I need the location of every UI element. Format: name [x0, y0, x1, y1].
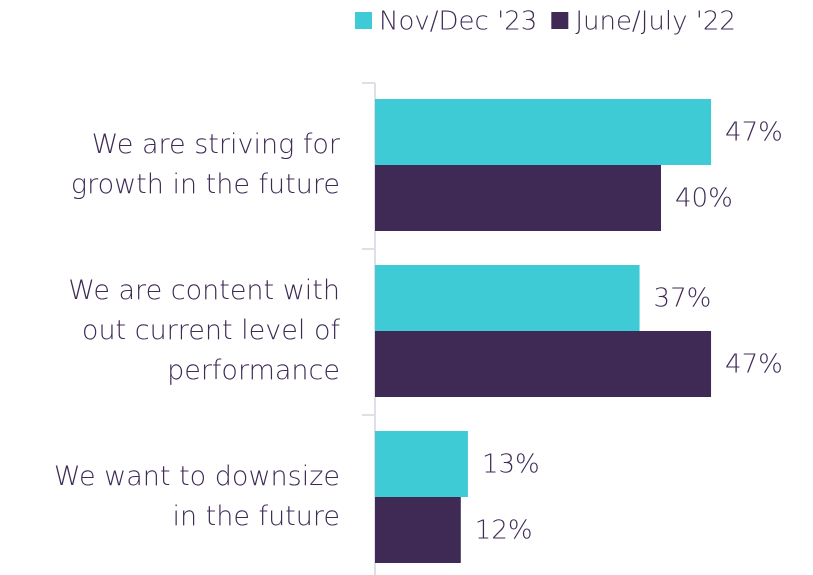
- legend-label: Nov/Dec '23: [379, 7, 537, 37]
- value-label: 40%: [675, 184, 733, 214]
- bar: [375, 165, 661, 231]
- legend: Nov/Dec '23 June/July '22: [355, 7, 736, 37]
- value-label: 13%: [482, 450, 540, 480]
- value-label: 12%: [475, 516, 533, 546]
- bar: [375, 99, 712, 165]
- bar: [375, 265, 640, 331]
- legend-swatch: [355, 12, 372, 29]
- bar: [375, 331, 712, 397]
- category-label: We are striving for growth in the future: [71, 129, 341, 200]
- value-label: 47%: [725, 350, 783, 380]
- value-label: 47%: [725, 118, 783, 148]
- bar: [375, 497, 461, 563]
- category-label: We are content with out current level of p…: [68, 275, 340, 386]
- bar: [375, 431, 468, 497]
- legend-label: June/July '22: [575, 7, 736, 37]
- legend-swatch: [551, 12, 569, 29]
- value-label: 37%: [654, 284, 712, 314]
- category-label: We want to downsize in the future: [54, 461, 340, 532]
